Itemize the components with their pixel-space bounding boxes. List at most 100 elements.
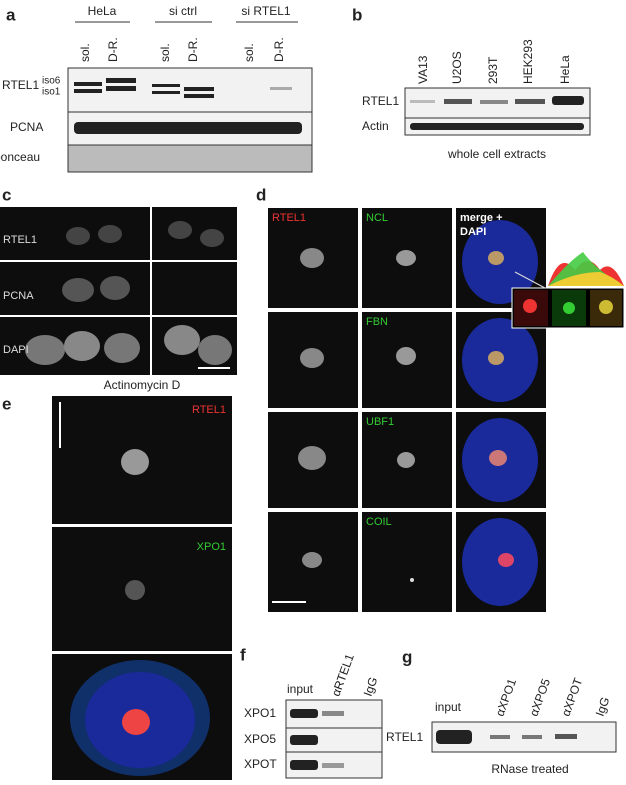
panel-letter: d — [256, 185, 266, 204]
row-label: RTEL1 — [2, 78, 39, 92]
band — [322, 763, 344, 768]
band — [444, 99, 472, 104]
lane-label: sol. — [78, 43, 92, 62]
row-label: RTEL1 — [362, 94, 399, 108]
nucleolus — [396, 250, 416, 266]
band — [552, 96, 584, 105]
band — [106, 78, 136, 83]
band — [74, 82, 102, 86]
band — [480, 100, 508, 104]
isoform-label: iso1 — [42, 87, 61, 98]
nucleus — [200, 229, 224, 247]
panel-g: g input αXPO1 αXPO5 αXPOT IgG RTEL1 RNas… — [386, 647, 617, 776]
panel-f: f input αRTEL1 IgG XPO1 XPO5 XPOT — [240, 645, 383, 779]
channel-label: XPO1 — [197, 541, 226, 553]
lane-label: 293T — [486, 56, 500, 84]
panel-b: b VA13 U2OS 293T HEK293 HeLa RTEL1 Actin… — [352, 5, 591, 161]
micrograph — [152, 207, 237, 260]
panel-letter: g — [402, 647, 412, 666]
nucleus — [25, 335, 65, 365]
channel-label: merge + — [460, 212, 503, 224]
nucleus — [62, 278, 94, 302]
lane-label: αXPO1 — [493, 676, 520, 718]
group-label: si ctrl — [169, 4, 197, 18]
panel-a: a HeLa si ctrl si RTEL1 sol. D-R. sol. D… — [0, 4, 313, 173]
band — [152, 91, 180, 94]
band — [290, 735, 318, 745]
row-label: ponceau — [0, 150, 40, 164]
panel-letter: b — [352, 5, 362, 24]
panel-letter: a — [6, 5, 16, 24]
nucleus — [104, 333, 140, 363]
nucleolus — [125, 580, 145, 600]
blot — [67, 144, 313, 173]
micrograph — [152, 262, 237, 315]
channel-label: NCL — [366, 212, 388, 224]
nucleus — [164, 325, 200, 355]
channel-label: DAPI — [460, 226, 486, 238]
nucleolus — [300, 348, 324, 368]
lane-label: HeLa — [558, 55, 572, 84]
row-label: XPO5 — [244, 732, 276, 746]
group-label: HeLa — [88, 4, 117, 18]
overlap — [489, 450, 507, 466]
lane-label: D-R. — [186, 37, 200, 62]
lane-label: αXPOT — [559, 675, 586, 718]
lane-label: input — [435, 700, 462, 714]
band — [74, 89, 102, 93]
row-label: PCNA — [3, 290, 34, 302]
channel-label: COIL — [366, 516, 392, 528]
band — [106, 86, 136, 91]
panel-e: e Actinomycin D RTEL1 XPO1 — [2, 378, 232, 780]
lane-label: HEK293 — [521, 39, 535, 84]
nucleolus — [300, 248, 324, 268]
lane-label: αXPO5 — [527, 676, 554, 718]
profile-yellow — [548, 272, 624, 286]
row-label: XPO1 — [244, 706, 276, 720]
nucleus — [98, 225, 122, 243]
overlap — [498, 553, 514, 567]
nucleus — [64, 331, 100, 361]
group-label: si RTEL1 — [241, 4, 290, 18]
band — [490, 735, 510, 739]
caption: whole cell extracts — [447, 147, 546, 161]
inset-spot — [563, 302, 575, 314]
nucleolus — [397, 452, 415, 468]
band — [555, 734, 577, 739]
lane-label: U2OS — [450, 51, 464, 84]
nucleolus — [298, 446, 326, 470]
panel-letter: c — [2, 185, 11, 204]
band — [522, 735, 542, 739]
body — [410, 578, 414, 582]
channel-label: RTEL1 — [192, 404, 226, 416]
caption: RNase treated — [491, 762, 568, 776]
lane-label: VA13 — [416, 55, 430, 84]
band — [184, 87, 214, 91]
nucleolus — [302, 552, 322, 568]
band — [290, 760, 318, 770]
overlap — [488, 351, 504, 365]
band — [410, 100, 435, 103]
row-label: PCNA — [10, 120, 43, 134]
band — [270, 87, 292, 90]
panel-c: c RTEL1 PCNA DAPI — [0, 185, 237, 375]
micrograph — [362, 512, 452, 612]
lane-label: IgG — [593, 695, 613, 718]
nucleus — [100, 276, 130, 300]
pointer — [514, 271, 546, 289]
nucleolus — [396, 347, 416, 365]
band — [290, 709, 318, 718]
band — [410, 123, 584, 130]
inset-spot — [523, 299, 537, 313]
band — [322, 711, 344, 716]
overlap — [488, 251, 504, 265]
row-label: RTEL1 — [3, 234, 37, 246]
panel-letter: f — [240, 645, 246, 664]
lane-label: sol. — [158, 43, 172, 62]
nucleus — [66, 227, 90, 245]
row-label: XPOT — [244, 757, 277, 771]
overlap — [122, 709, 150, 735]
band — [74, 122, 302, 134]
lane-label: input — [287, 682, 314, 696]
